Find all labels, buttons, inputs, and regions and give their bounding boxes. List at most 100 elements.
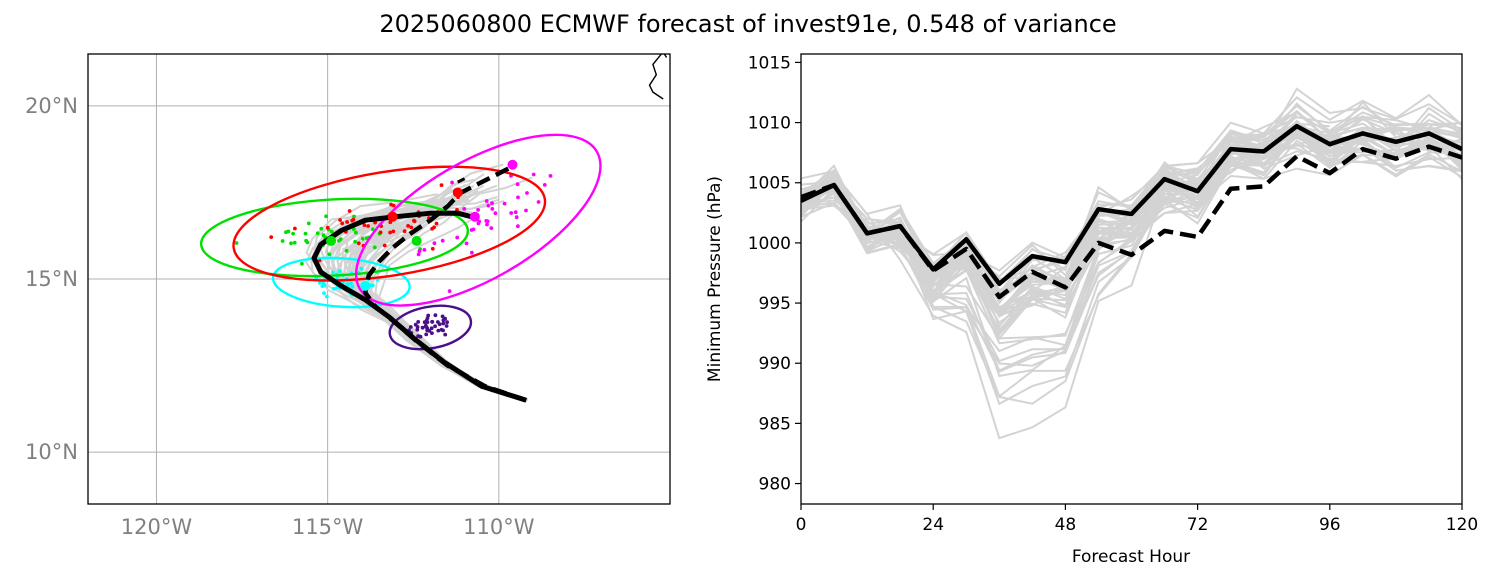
ensemble-position-dot	[425, 320, 430, 325]
uncertainty-ellipse-day3	[199, 197, 470, 278]
ensemble-position-dot	[515, 182, 520, 187]
ensemble-position-dot	[337, 269, 342, 273]
ensemble-position-dot	[317, 258, 322, 263]
ensemble-position-dot	[370, 283, 375, 288]
map-tick-labels: 10°N 15°N 20°N 120°W 115°W 110°W	[25, 94, 535, 539]
ensemble-position-dot	[429, 326, 434, 331]
ensemble-position-dot	[286, 229, 291, 234]
x-tick-label: 0	[796, 515, 807, 535]
ensemble-position-dot	[486, 203, 491, 208]
ensemble-position-dot	[329, 229, 334, 234]
ensemble-position-dot	[370, 227, 375, 232]
pressure-x-ticks: 0 24 48 72 96 120	[796, 504, 1478, 535]
ensemble-position-dot	[352, 227, 356, 232]
ensemble-position-dot	[440, 314, 445, 319]
ensemble-position-dot	[356, 241, 361, 246]
ensemble-position-dot	[408, 325, 413, 329]
ensemble-position-dot	[516, 224, 520, 229]
pressure-plot-area	[801, 54, 1462, 504]
ensemble-position-dot	[327, 252, 332, 257]
y-tick-label: 990	[759, 354, 791, 374]
map-lon-tick-label: 120°W	[121, 515, 193, 539]
map-gridlines	[88, 54, 670, 504]
ensemble-position-dot	[349, 281, 353, 286]
ensemble-position-dot	[420, 325, 425, 330]
y-tick-label: 985	[759, 414, 791, 434]
ensemble-position-dot	[422, 320, 427, 325]
ensemble-position-dot	[469, 228, 474, 232]
ensemble-position-dot	[430, 246, 435, 251]
ensemble-position-dot	[484, 199, 489, 203]
ensemble-position-dot	[319, 226, 324, 231]
ensemble-position-dot	[289, 241, 293, 246]
mean-track-marker	[411, 235, 422, 246]
ensemble-pressure-line	[801, 125, 1462, 337]
map-lat-tick-label: 15°N	[25, 267, 78, 291]
ensemble-position-dot	[360, 236, 365, 241]
ensemble-position-dot	[424, 324, 429, 329]
y-tick-label: 980	[759, 475, 791, 495]
ensemble-position-dot	[344, 248, 349, 253]
ensemble-position-dot	[430, 331, 434, 335]
uncertainty-ellipse-day5	[354, 133, 602, 307]
figure-title: 2025060800 ECMWF forecast of invest91e, …	[379, 10, 1117, 38]
map-lon-tick-label: 115°W	[292, 515, 364, 539]
ensemble-position-dot	[524, 208, 528, 213]
ensemble-position-dot	[325, 225, 330, 230]
ensemble-position-dot	[315, 231, 320, 236]
ensemble-position-dot	[338, 218, 342, 222]
map-lon-tick-label: 110°W	[463, 515, 535, 539]
ensemble-position-dot	[424, 332, 429, 337]
ensemble-position-dot	[325, 294, 329, 299]
ensemble-position-dot	[542, 183, 547, 187]
ensemble-position-dot	[352, 214, 356, 219]
map-frame	[87, 53, 671, 505]
ensemble-position-dot	[470, 250, 474, 255]
ensemble-position-dot	[525, 191, 529, 195]
ensemble-position-dot	[434, 221, 439, 226]
coastline	[648, 54, 668, 100]
mean-track-marker	[469, 211, 480, 222]
control-track	[362, 166, 527, 403]
x-tick-label: 24	[922, 515, 944, 535]
ensemble-position-dot	[322, 291, 326, 295]
ensemble-position-dot	[388, 230, 392, 235]
track-map: 10°N 15°N 20°N 120°W 115°W 110°W	[25, 53, 671, 539]
ensemble-position-dot	[485, 219, 490, 224]
ensemble-position-dot	[450, 180, 454, 185]
ensemble-position-dot	[441, 321, 446, 326]
ensemble-position-dot	[493, 211, 498, 216]
ensemble-position-dot	[291, 231, 295, 236]
ensemble-position-dot	[280, 239, 285, 243]
ensemble-position-dot	[436, 320, 440, 324]
ensemble-position-dot	[536, 200, 541, 204]
ensemble-position-dot	[324, 214, 328, 219]
y-tick-label: 995	[759, 294, 791, 314]
control-pressure-line	[801, 144, 1462, 300]
ensemble-position-dot	[362, 223, 367, 228]
ensemble-position-dot	[292, 240, 297, 245]
ensemble-position-dot	[320, 284, 325, 288]
ensemble-position-dot	[443, 316, 447, 321]
pressure-y-ticks: 980 985 990 995 1000 1005 1010 1015	[748, 53, 801, 495]
ensemble-position-dot	[234, 241, 239, 245]
ensemble-position-dot	[416, 252, 421, 257]
pressure-y-axis-label: Minimum Pressure (hPa)	[705, 176, 725, 382]
y-tick-label: 1005	[748, 174, 791, 194]
map-lat-tick-label: 10°N	[25, 440, 78, 464]
ensemble-position-dot	[417, 249, 422, 254]
ensemble-position-dot	[444, 324, 449, 328]
ensemble-position-dot	[317, 281, 322, 285]
uncertainty-ellipse-day2	[271, 256, 411, 309]
ensemble-position-dot	[347, 209, 352, 213]
ensemble-position-dot	[409, 225, 414, 230]
ensemble-position-dot	[476, 208, 480, 212]
ensemble-position-dot	[443, 332, 448, 337]
ensemble-position-dot	[436, 328, 441, 333]
mean-track-marker	[387, 211, 398, 222]
uncertainty-ellipse-day1	[388, 304, 473, 351]
ensemble-position-dot	[345, 220, 349, 224]
ensemble-position-dot	[422, 248, 427, 252]
ensemble-position-dot	[548, 174, 553, 178]
